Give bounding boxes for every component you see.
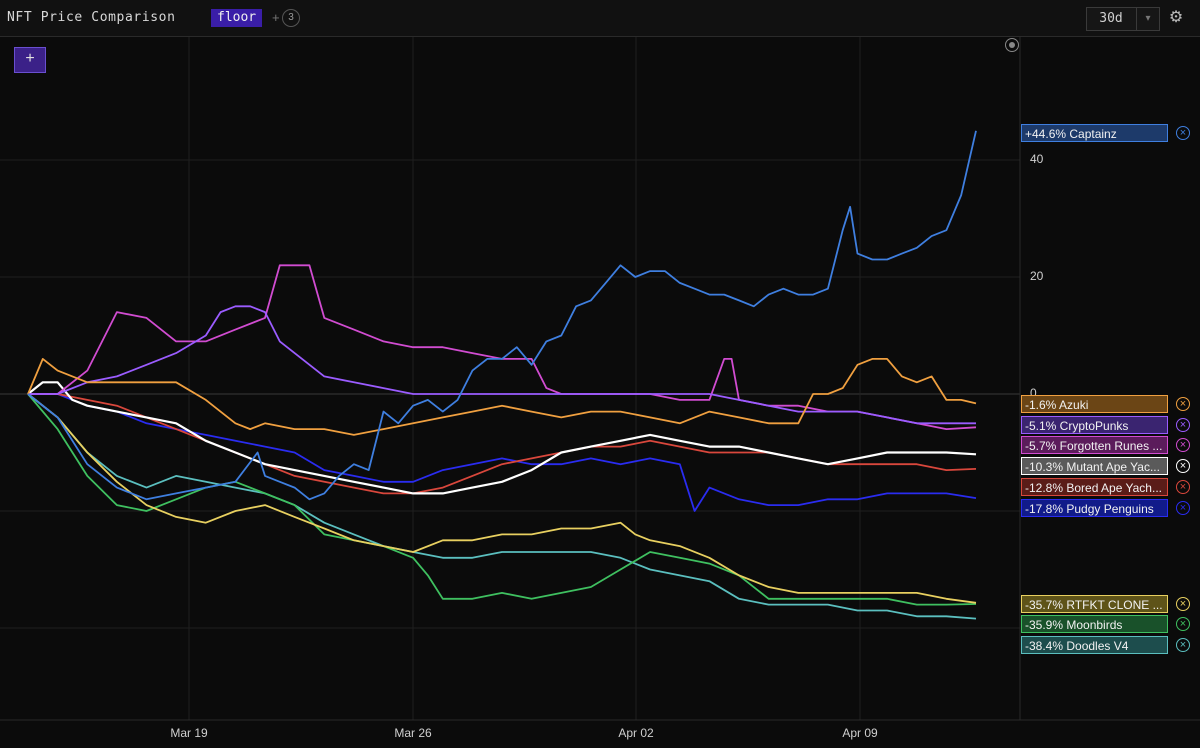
legend-item[interactable]: -10.3% Mutant Ape Yac... [1021,457,1168,475]
remove-series-icon[interactable]: × [1176,597,1190,611]
y-tick-label: 20 [1030,269,1044,283]
remove-series-icon[interactable]: × [1176,638,1190,652]
legend-item[interactable]: -35.9% Moonbirds [1021,615,1168,633]
add-series-button[interactable]: + [14,47,46,73]
series-line [27,381,977,495]
legend-item[interactable]: -12.8% Bored Ape Yach... [1021,478,1168,496]
chart-grid [0,37,1200,721]
remove-series-icon[interactable]: × [1176,397,1190,411]
range-label: 30d [1099,11,1123,26]
page-title: NFT Price Comparison [7,10,176,25]
remove-series-icon[interactable]: × [1176,501,1190,515]
remove-series-icon[interactable]: × [1176,459,1190,473]
metric-chip[interactable]: floor [211,9,263,27]
legend-item[interactable]: -17.8% Pudgy Penguins [1021,499,1168,517]
series-line [28,264,977,431]
remove-series-icon[interactable]: × [1176,480,1190,494]
chart-series [27,130,977,620]
series-line [27,357,977,436]
add-metric-separator: + [272,10,280,25]
x-tick-label: Apr 02 [618,726,654,740]
remove-series-icon[interactable]: × [1176,617,1190,631]
x-tick-label: Mar 26 [394,726,432,740]
x-tick-label: Apr 09 [842,726,878,740]
series-line [27,393,977,604]
chevron-down-icon[interactable]: ▾ [1136,8,1159,30]
range-select[interactable]: 30d ▾ [1086,7,1160,31]
series-line [27,393,977,606]
remove-series-icon[interactable]: × [1176,438,1190,452]
series-line [27,393,977,620]
line-chart [0,37,1200,721]
top-toolbar: NFT Price Comparison floor + 3 30d ▾ ⚙ [0,0,1200,37]
legend-item[interactable]: -5.1% CryptoPunks [1021,416,1168,434]
legend-item[interactable]: -35.7% RTFKT CLONE ... [1021,595,1168,613]
target-icon[interactable] [1005,38,1019,52]
x-tick-label: Mar 19 [170,726,208,740]
gear-icon[interactable]: ⚙ [1168,9,1184,26]
legend-item[interactable]: -38.4% Doodles V4 [1021,636,1168,654]
metric-count-badge[interactable]: 3 [282,9,300,27]
legend-item[interactable]: -1.6% Azuki [1021,395,1168,413]
remove-series-icon[interactable]: × [1176,418,1190,432]
remove-series-icon[interactable]: × [1176,126,1190,140]
series-line [27,130,977,501]
legend-item[interactable]: -5.7% Forgotten Runes ... [1021,436,1168,454]
y-tick-label: 0 [1030,386,1037,400]
legend-item[interactable]: +44.6% Captainz [1021,124,1168,142]
y-tick-label: 40 [1030,152,1044,166]
